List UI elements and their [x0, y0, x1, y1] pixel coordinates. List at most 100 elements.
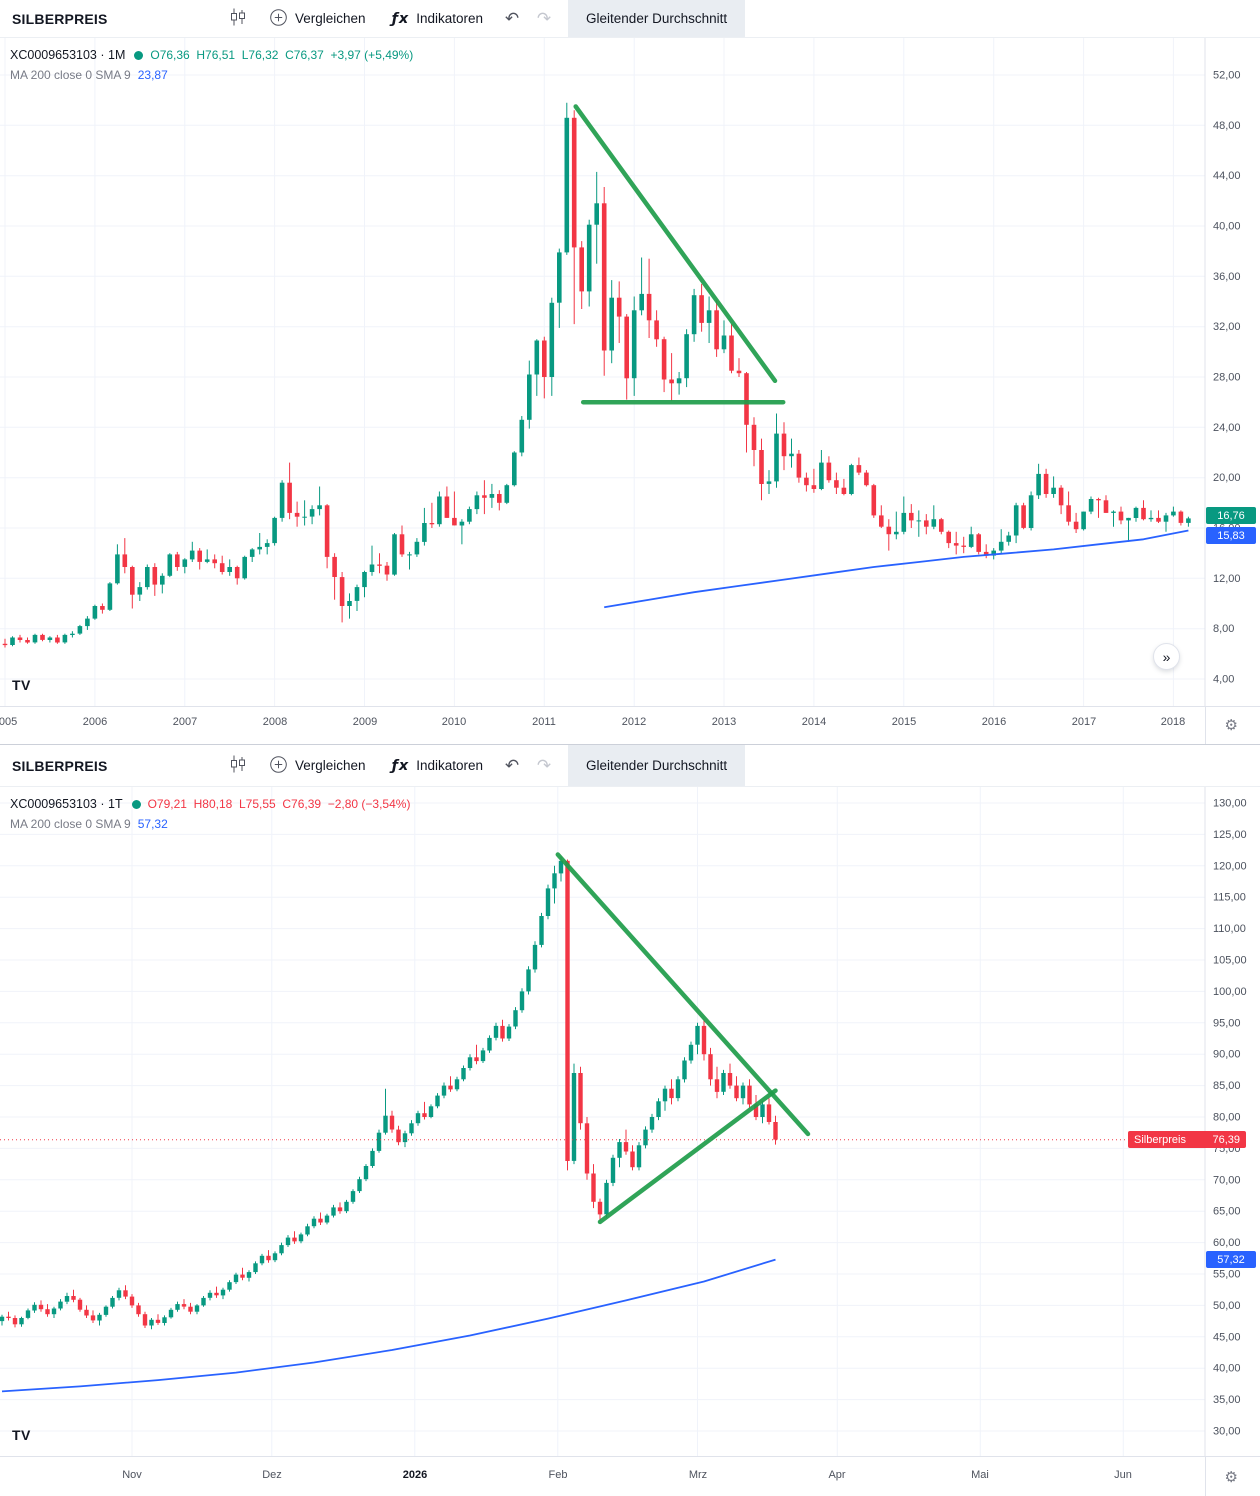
legend-symbol-interval: XC0009653103 · 1M	[10, 48, 126, 62]
legend-ma-label: MA 200 close 0 SMA 9	[10, 68, 131, 82]
svg-text:48,00: 48,00	[1213, 120, 1241, 132]
svg-text:45,00: 45,00	[1213, 1331, 1241, 1343]
go-to-realtime-button[interactable]: »	[1153, 643, 1180, 670]
svg-text:28,00: 28,00	[1213, 372, 1241, 384]
time-axis-label: 2014	[801, 716, 827, 728]
candles-series	[2, 102, 1191, 648]
svg-text:35,00: 35,00	[1213, 1394, 1241, 1406]
grid-vertical	[131, 787, 1124, 1456]
plus-circle-icon	[269, 755, 288, 777]
candle-style-button[interactable]	[220, 0, 256, 37]
svg-text:4,00: 4,00	[1213, 674, 1234, 686]
svg-text:70,00: 70,00	[1213, 1174, 1241, 1186]
svg-text:105,00: 105,00	[1213, 955, 1247, 967]
time-axis-label: 2010	[441, 716, 467, 728]
undo-button[interactable]: ↶	[496, 0, 528, 37]
trendline-drawing	[555, 852, 811, 1137]
svg-text:110,00: 110,00	[1213, 923, 1246, 935]
svg-text:125,00: 125,00	[1213, 829, 1247, 841]
legend-ohlc-values: O79,21 H80,18 L75,55 C76,39 −2,80 (−3,54…	[147, 797, 411, 811]
legend-ma-label: MA 200 close 0 SMA 9	[10, 817, 131, 831]
time-axis-label: Dez	[262, 1469, 282, 1481]
compare-button[interactable]: Vergleichen	[256, 0, 379, 37]
redo-button[interactable]: ↷	[528, 0, 560, 37]
chart-toolbar: SILBERPREIS Vergleichen ƒx Indikatoren ↶…	[0, 0, 1260, 38]
ma-line	[604, 529, 1189, 609]
svg-text:55,00: 55,00	[1213, 1269, 1241, 1281]
symbol-title: SILBERPREIS	[12, 757, 108, 774]
grid-vertical	[4, 38, 1174, 706]
candlestick-chart-monthly[interactable]: 4,008,0012,0016,0020,0024,0028,0032,0036…	[0, 38, 1260, 706]
ma-line	[1, 1258, 776, 1393]
candlestick-chart-daily[interactable]: 30,00 35,00 40,00 45,00 50,00 55,00 60,00 65,00…	[0, 787, 1260, 1456]
svg-text:130,00: 130,00	[1213, 798, 1247, 810]
svg-text:24,00: 24,00	[1213, 422, 1241, 434]
time-axis-label: 2015	[891, 716, 917, 728]
compare-button[interactable]: Vergleichen	[256, 745, 379, 786]
legend-ohlc-values: O76,36 H76,51 L76,32 C76,37 +3,97 (+5,49…	[150, 48, 414, 62]
time-axis[interactable]: Nov Dez 2026 Feb Mrz Apr Mai Jun ⚙	[0, 1456, 1260, 1496]
svg-text:50,00: 50,00	[1213, 1300, 1241, 1312]
time-axis-label: Feb	[548, 1469, 568, 1481]
tradingview-logo: TV	[12, 677, 31, 693]
ma-indicator-tab[interactable]: Gleitender Durchschnitt	[568, 0, 746, 37]
svg-text:36,00: 36,00	[1213, 271, 1241, 283]
time-axis-label: Mai	[971, 1469, 989, 1481]
candles-series	[0, 856, 778, 1330]
svg-text:30,00: 30,00	[1213, 1426, 1241, 1438]
svg-text:90,00: 90,00	[1213, 1049, 1241, 1061]
legend-symbol-interval: XC0009653103 · 1T	[10, 797, 123, 811]
time-axis-label: 2013	[711, 716, 737, 728]
chart-area-monthly: 4,00 8,00 12,00 16,00 20,00 24,00 28,00 32,00 36…	[0, 38, 1260, 706]
time-axis[interactable]: 2005 2006 2007 2008 2009 2010 2011 2012 2013 2014…	[0, 706, 1260, 744]
svg-text:44,00: 44,00	[1213, 170, 1241, 182]
time-axis-label: 2026	[402, 1469, 428, 1481]
trendline-drawing	[597, 1088, 778, 1225]
svg-text:8,00: 8,00	[1213, 623, 1234, 635]
time-axis-label: Apr	[828, 1469, 846, 1481]
svg-text:60,00: 60,00	[1213, 1237, 1241, 1249]
grid-horizontal: 30,00 35,00 40,00 45,00 50,00 55,00 60,00 65,00…	[0, 798, 1247, 1438]
market-status-dot	[131, 799, 141, 809]
ma-indicator-tab[interactable]: Gleitender Durchschnitt	[568, 745, 746, 786]
time-axis-label: Mrz	[688, 1469, 708, 1481]
svg-text:40,00: 40,00	[1213, 221, 1241, 233]
symbol-title: SILBERPREIS	[12, 10, 108, 27]
compare-label: Vergleichen	[295, 758, 366, 773]
candlestick-style-icon	[228, 754, 248, 777]
svg-text:12,00: 12,00	[1213, 573, 1241, 585]
legend-ma-value: 57,32	[137, 817, 168, 831]
redo-button[interactable]: ↷	[528, 745, 560, 786]
time-axis-label: 2009	[352, 716, 378, 728]
settings-gear-icon[interactable]: ⚙	[1224, 716, 1238, 734]
fx-icon: ƒx	[391, 757, 410, 774]
axis-divider	[1205, 707, 1206, 744]
price-axis[interactable]	[1205, 38, 1260, 706]
svg-text:115,00: 115,00	[1213, 892, 1246, 904]
chart-legend: XC0009653103 · 1T O79,21 H80,18 L75,55 C…	[10, 794, 410, 834]
tradingview-logo: TV	[12, 1427, 31, 1443]
svg-text:20,00: 20,00	[1213, 472, 1241, 484]
trendline-drawing	[573, 104, 778, 384]
time-axis-label: Jun	[1114, 1469, 1132, 1481]
price-axis[interactable]	[1205, 787, 1260, 1456]
plus-circle-icon	[269, 8, 288, 30]
fx-icon: ƒx	[391, 10, 410, 27]
chart-toolbar: SILBERPREIS Vergleichen ƒx Indikatoren ↶…	[0, 745, 1260, 787]
candle-style-button[interactable]	[220, 745, 256, 786]
svg-text:40,00: 40,00	[1213, 1363, 1241, 1375]
svg-text:32,00: 32,00	[1213, 321, 1241, 333]
time-axis-label: 2018	[1160, 716, 1186, 728]
indicators-button[interactable]: ƒx Indikatoren	[379, 745, 496, 786]
svg-text:65,00: 65,00	[1213, 1206, 1241, 1218]
chart-legend: XC0009653103 · 1M O76,36 H76,51 L76,32 C…	[10, 45, 413, 85]
undo-button[interactable]: ↶	[496, 745, 528, 786]
time-axis-label: 2016	[981, 716, 1007, 728]
settings-gear-icon[interactable]: ⚙	[1224, 1468, 1238, 1486]
daily-chart-panel: SILBERPREIS Vergleichen ƒx Indikatoren ↶…	[0, 744, 1260, 1496]
candlestick-style-icon	[228, 7, 248, 30]
time-axis-label: 2005	[0, 716, 18, 728]
indicators-button[interactable]: ƒx Indikatoren	[379, 0, 496, 37]
compare-label: Vergleichen	[295, 11, 366, 26]
legend-ma-value: 23,87	[137, 68, 168, 82]
